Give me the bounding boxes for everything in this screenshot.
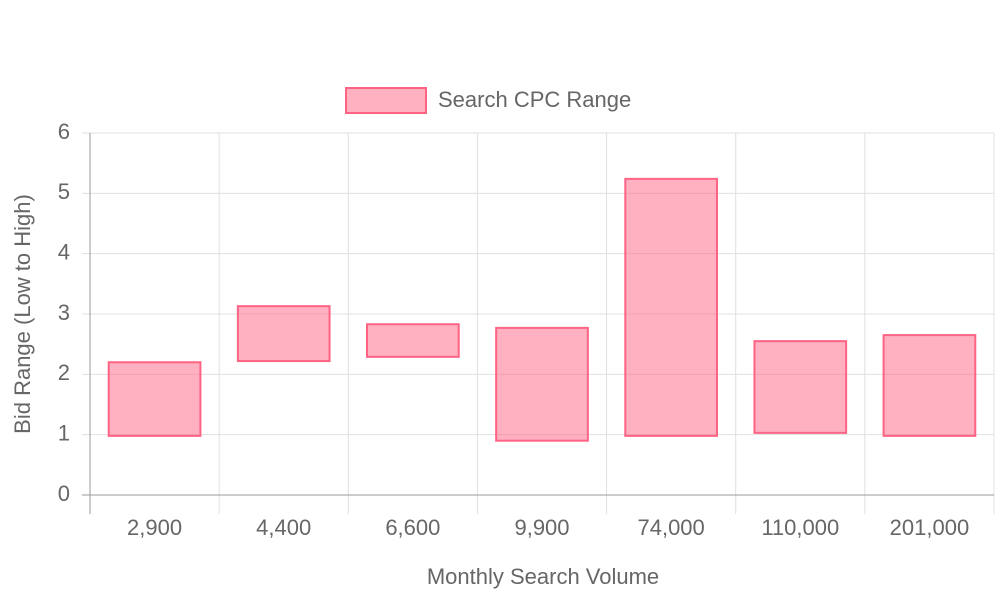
x-tick-label: 74,000 bbox=[637, 515, 704, 540]
y-tick-label: 4 bbox=[58, 239, 70, 264]
y-tick-label: 2 bbox=[58, 360, 70, 385]
x-tick-label: 4,400 bbox=[256, 515, 311, 540]
x-axis-title: Monthly Search Volume bbox=[427, 564, 659, 589]
y-tick-label: 1 bbox=[58, 420, 70, 445]
x-tick-label: 2,900 bbox=[127, 515, 182, 540]
x-tick-label: 6,600 bbox=[385, 515, 440, 540]
y-axis-title: Bid Range (Low to High) bbox=[10, 194, 35, 434]
legend-swatch bbox=[345, 87, 427, 114]
y-tick-label: 6 bbox=[58, 119, 70, 144]
bar bbox=[236, 305, 331, 363]
y-tick-label: 5 bbox=[58, 179, 70, 204]
y-tick-label: 0 bbox=[58, 481, 70, 506]
x-tick-label: 110,000 bbox=[761, 515, 839, 540]
legend-label: Search CPC Range bbox=[438, 87, 631, 112]
x-tick-label: 9,900 bbox=[514, 515, 569, 540]
y-tick-label: 3 bbox=[58, 300, 70, 325]
bar bbox=[495, 326, 589, 442]
bar bbox=[753, 340, 848, 434]
bar bbox=[882, 334, 977, 437]
bar bbox=[107, 361, 202, 437]
bar bbox=[366, 323, 460, 358]
x-tick-label: 201,000 bbox=[890, 515, 970, 540]
bar bbox=[624, 177, 718, 437]
